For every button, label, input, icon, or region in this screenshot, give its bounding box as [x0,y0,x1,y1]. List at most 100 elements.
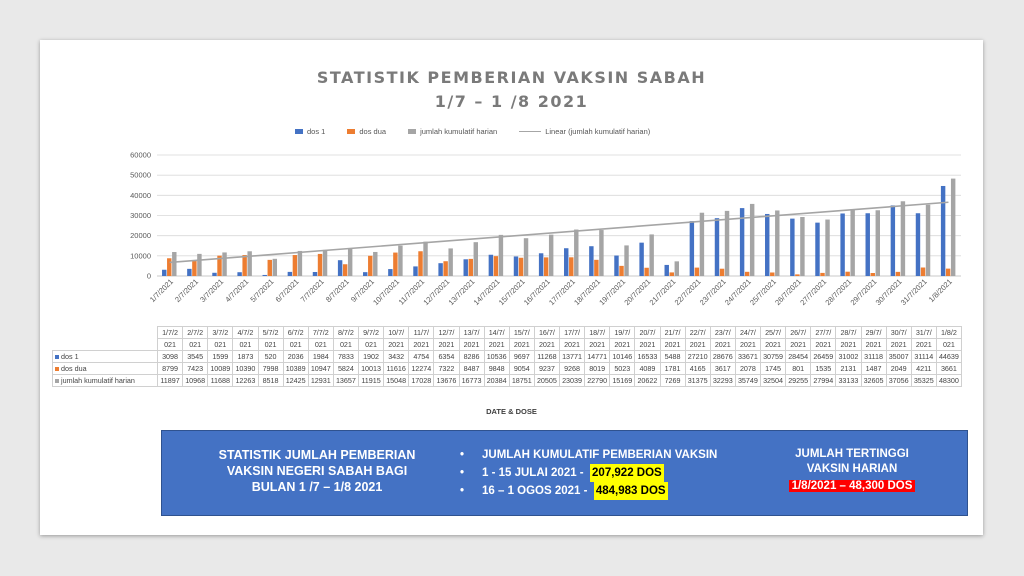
table-header-cell: 12/7/ [433,326,460,339]
bar-dos2 [870,273,875,276]
series-marker [55,355,59,360]
table-cell: 12263 [232,374,259,387]
bar-chart: 01000020000300004000050000600001/7/20212… [130,151,961,307]
bar-dos2 [368,255,373,276]
table-cell: 17028 [408,374,435,387]
bar-dos1 [689,221,695,276]
bar-dos1 [815,222,820,276]
table-header-cell: 2021 [759,338,787,351]
bar-kumulatif [398,245,403,276]
bar-kumulatif [197,253,202,276]
banner-peak-line: VAKSIN HARIAN [806,463,898,475]
bar-dos2 [619,265,624,276]
series-name: dos 1 [61,352,79,361]
table-cell: 35749 [734,374,762,387]
bar-dos1 [312,272,318,276]
table-header-cell: 14/7/ [483,326,510,339]
table-cell: 9697 [508,350,535,363]
bar-dos2 [393,252,398,276]
legend-swatch-dos2 [347,129,356,134]
table-header-cell: 021 [156,338,184,351]
table-cell: 2078 [734,362,762,375]
x-tick-label: 4/7/2021 [223,277,250,304]
table-header-cell: 021 [935,338,963,351]
table-cell: 9848 [483,362,510,375]
table-header-cell: 2021 [835,338,862,351]
x-tick-label: 22/7/2021 [673,277,703,307]
table-cell: 3661 [935,362,963,375]
table-cell: 13771 [558,350,586,363]
table-cell: 7833 [332,350,360,363]
bar-dos1 [614,255,619,276]
table-cell: 32605 [860,374,887,387]
bar-dos1 [840,213,845,276]
table-header-cell: 3/7/2 [207,326,234,339]
bar-dos2 [192,261,197,276]
bar-dos1 [162,269,167,276]
table-header-cell: 18/7/ [584,326,611,339]
table-cell: 31114 [910,350,937,363]
table-header-cell: 021 [257,338,284,351]
banner-stats: • JUMLAH KUMULATIF PEMBERIAN VAKSIN • 1 - … [460,446,717,500]
y-tick-label: 50000 [130,171,151,180]
banner-stat-heading-text: JUMLAH KUMULATIF PEMBERIAN VAKSIN [482,449,718,461]
bar-dos1 [388,269,393,276]
bar-kumulatif [523,238,529,276]
table-cell: 16773 [458,374,485,387]
banner-title-line: VAKSIN NEGERI SABAH BAGI [226,464,408,478]
table-header-cell: 2021 [408,338,435,351]
table-header-cell: 2021 [709,338,736,351]
bar-dos2 [242,255,247,276]
bar-dos1 [890,205,896,276]
table-cell: 20622 [634,374,661,387]
bar-dos2 [719,268,725,276]
legend-label-kumulatif: jumlah kumulatif harian [420,127,498,136]
table-cell: 27994 [810,374,837,387]
y-tick-label: 10000 [130,251,151,260]
banner-title-line: BULAN 1 /7 – 1/8 2021 [251,480,383,494]
table-header-cell: 15/7/ [508,326,535,339]
table-header-cell: 21/7/ [659,326,686,339]
table-header-cell: 5/7/2 [257,326,284,339]
table-header-cell: 19/7/ [609,326,636,339]
banner-peak-value: 1/8/2021 – 48,300 DOS [788,480,916,492]
bar-dos1 [262,274,267,276]
banner-peak-line: JUMLAH TERTINGGI [795,448,909,460]
bar-dos2 [594,259,599,276]
bar-dos1 [664,264,669,276]
banner-title-line: STATISTIK JUMLAH PEMBERIAN [218,448,416,462]
table-header-cell: 2/7/2 [182,326,209,339]
table-cell: 32504 [759,374,787,387]
x-tick-label: 7/7/2021 [299,277,326,304]
bar-dos2 [569,257,574,276]
bar-dos2 [895,271,901,276]
bar-dos1 [363,272,368,276]
table-cell: 3432 [383,350,410,363]
table-row-label: jumlah kumulatif harian [52,374,158,387]
table-header-cell: 021 [282,338,309,351]
table-header-row: 021 021 021 021 021 021 021 021 021 2021 2021 2021 2… [53,338,963,351]
table-header-cell: 9/7/2 [357,326,385,339]
table-cell: 3617 [709,362,736,375]
table-header-cell: 4/7/2 [232,326,259,339]
bar-dos1 [790,218,795,276]
banner-stat-label: 1 - 15 JULAI 2021 - [482,467,584,479]
table-header-cell: 6/7/2 [282,326,309,339]
table-cell: 4211 [910,362,937,375]
table-cell: 11897 [156,374,184,387]
table-corner [53,327,158,351]
table-row-label: dos dua [52,362,158,375]
table-cell: 4754 [408,350,435,363]
bar-kumulatif [699,212,705,276]
table-header-cell: 31/7/ [910,326,937,339]
bar-dos1 [413,266,418,276]
table-header-cell: 26/7/ [785,326,812,339]
bullet-icon: • [460,485,465,497]
table-cell: 1984 [307,350,334,363]
table-header-cell: 2021 [508,338,535,351]
table-cell: 9268 [558,362,586,375]
table-header-cell: 2021 [659,338,686,351]
x-tick-label: 1/8/2021 [927,277,954,304]
table-cell: 13657 [332,374,360,387]
table-header-cell: 24/7/ [734,326,762,339]
